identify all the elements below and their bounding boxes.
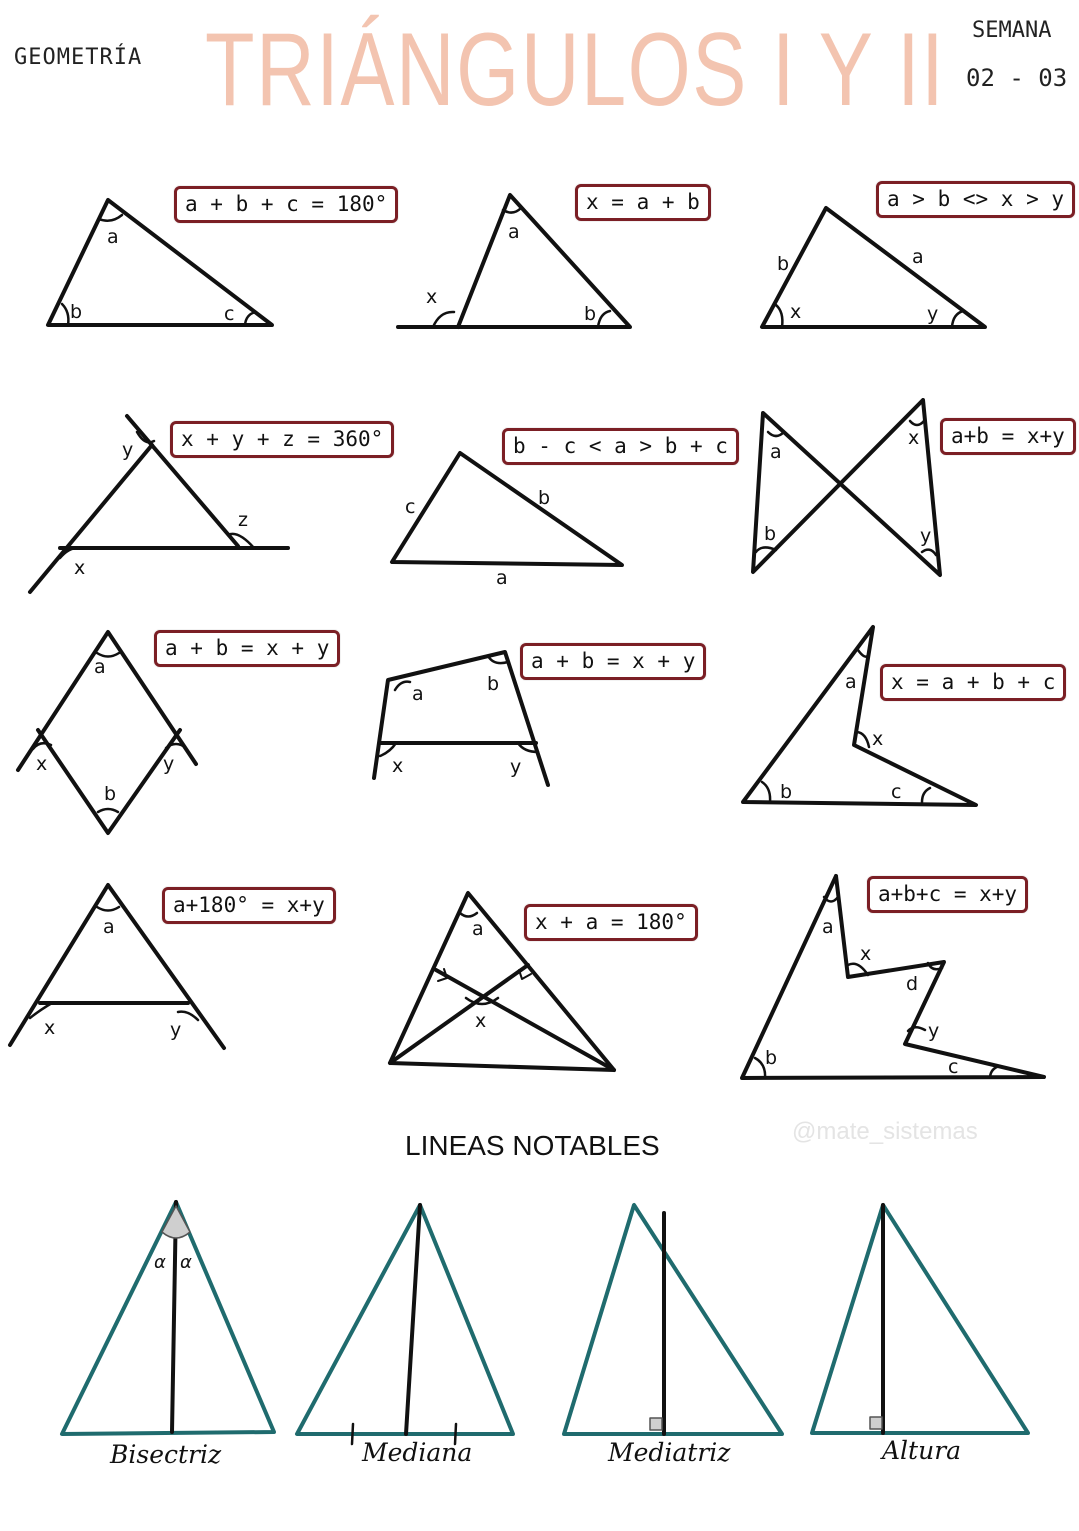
quadrilateral-figure bbox=[372, 650, 550, 787]
formula-quadrilateral: a + b = x + y bbox=[520, 643, 707, 681]
caption-bisectriz: Bisectriz bbox=[110, 1440, 222, 1469]
svg-text:x: x bbox=[44, 1017, 55, 1039]
svg-text:a: a bbox=[508, 221, 520, 243]
svg-text:x: x bbox=[36, 753, 47, 775]
svg-text:y: y bbox=[170, 1019, 181, 1041]
triangle-inequality bbox=[390, 451, 624, 567]
svg-text:b: b bbox=[487, 673, 499, 695]
svg-text:b: b bbox=[538, 487, 550, 509]
svg-text:a: a bbox=[845, 671, 857, 693]
formula-dart: x = a + b + c bbox=[880, 664, 1067, 702]
watermark: @mate_sistemas bbox=[792, 1118, 978, 1145]
svg-text:α: α bbox=[154, 1252, 166, 1273]
svg-text:x: x bbox=[392, 755, 403, 777]
svg-text:a: a bbox=[107, 226, 119, 248]
svg-text:b: b bbox=[584, 303, 596, 325]
svg-text:c: c bbox=[891, 781, 901, 803]
formula-kite: a + b = x + y bbox=[154, 630, 341, 668]
svg-text:a: a bbox=[496, 567, 508, 589]
svg-text:a: a bbox=[94, 656, 106, 678]
formula-exterior-angle: x = a + b bbox=[575, 184, 711, 222]
page-title: TRIÁNGULOS I Y II bbox=[205, 12, 946, 128]
svg-text:b: b bbox=[780, 781, 792, 803]
triangle-extended-sides bbox=[8, 883, 226, 1050]
mediatriz-diagram bbox=[562, 1203, 784, 1436]
svg-text:a: a bbox=[912, 246, 924, 268]
formula-inequality: b - c < a > b + c bbox=[502, 428, 739, 466]
svg-text:b: b bbox=[70, 301, 82, 323]
formula-altitudes: x + a = 180° bbox=[524, 904, 698, 942]
mediana-diagram bbox=[295, 1203, 515, 1446]
svg-text:a: a bbox=[770, 441, 782, 463]
triangle-altitudes bbox=[388, 891, 616, 1072]
svg-text:a: a bbox=[472, 918, 484, 940]
svg-text:c: c bbox=[948, 1056, 958, 1078]
triangle-side-angle bbox=[760, 206, 987, 329]
svg-text:b: b bbox=[764, 523, 776, 545]
caption-mediana: Mediana bbox=[362, 1438, 473, 1467]
formula-zigzag: a+b+c = x+y bbox=[867, 876, 1029, 914]
kite-figure bbox=[16, 630, 198, 835]
week-label: SEMANA bbox=[972, 18, 1052, 43]
svg-text:a: a bbox=[822, 916, 834, 938]
alpha-labels: α α bbox=[154, 1252, 192, 1273]
subject-label: GEOMETRÍA bbox=[14, 45, 143, 70]
svg-text:a: a bbox=[103, 916, 115, 938]
svg-text:x: x bbox=[860, 943, 871, 965]
triangle-exterior-angle bbox=[396, 193, 632, 329]
svg-text:y: y bbox=[920, 525, 931, 547]
svg-text:α: α bbox=[180, 1252, 192, 1273]
svg-text:y: y bbox=[928, 1020, 939, 1042]
caption-altura: Altura bbox=[882, 1436, 962, 1465]
svg-text:x: x bbox=[790, 301, 801, 323]
svg-text:d: d bbox=[906, 973, 918, 995]
svg-text:y: y bbox=[122, 439, 133, 461]
angle-labels: a b c a x b b a x y y z x c b a a b x y … bbox=[36, 221, 958, 1078]
dart-figure bbox=[741, 625, 978, 807]
formula-bowtie: a+b = x+y bbox=[940, 418, 1076, 456]
svg-text:x: x bbox=[426, 286, 437, 308]
svg-text:b: b bbox=[777, 253, 789, 275]
triangle-angle-sum bbox=[46, 198, 274, 327]
svg-text:c: c bbox=[224, 303, 234, 325]
svg-text:y: y bbox=[927, 303, 938, 325]
svg-text:a: a bbox=[412, 683, 424, 705]
section-title: LINEAS NOTABLES bbox=[405, 1130, 660, 1161]
svg-text:x: x bbox=[74, 557, 85, 579]
svg-text:x: x bbox=[475, 1010, 486, 1032]
bisectriz-diagram bbox=[60, 1200, 276, 1436]
svg-text:x: x bbox=[908, 427, 919, 449]
formula-side-angle: a > b <> x > y bbox=[876, 181, 1076, 219]
svg-text:z: z bbox=[238, 509, 248, 531]
svg-text:y: y bbox=[510, 756, 521, 778]
formula-extended: a+180° = x+y bbox=[162, 887, 336, 925]
svg-text:b: b bbox=[765, 1047, 777, 1069]
svg-text:y: y bbox=[163, 753, 174, 775]
zigzag-figure bbox=[740, 874, 1046, 1080]
bowtie-figure bbox=[751, 398, 942, 577]
caption-mediatriz: Mediatriz bbox=[608, 1438, 731, 1467]
triangle-exterior-sum bbox=[28, 414, 290, 594]
svg-text:x: x bbox=[872, 728, 883, 750]
week-number: 02 - 03 bbox=[966, 64, 1068, 92]
svg-text:c: c bbox=[405, 496, 415, 518]
formula-angle-sum: a + b + c = 180° bbox=[174, 186, 399, 224]
svg-text:b: b bbox=[104, 783, 116, 805]
altura-diagram bbox=[810, 1203, 1030, 1435]
formula-exterior-sum: x + y + z = 360° bbox=[170, 421, 395, 459]
